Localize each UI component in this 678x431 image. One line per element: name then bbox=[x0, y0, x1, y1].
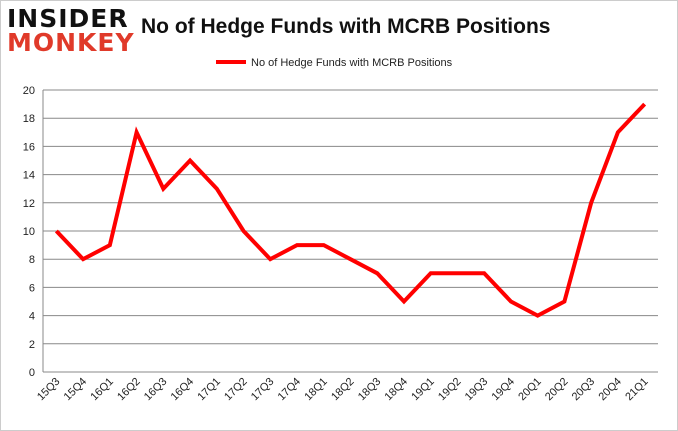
y-tick-label: 6 bbox=[29, 282, 35, 294]
chart-title: No of Hedge Funds with MCRB Positions bbox=[141, 15, 551, 38]
x-tick-label: 18Q1 bbox=[302, 376, 330, 404]
x-tick-label: 17Q4 bbox=[276, 376, 304, 404]
x-tick-label: 19Q2 bbox=[436, 376, 464, 404]
x-tick-label: 18Q4 bbox=[383, 376, 411, 404]
y-tick-label: 18 bbox=[23, 113, 35, 125]
insider-monkey-logo: INSIDER MONKEY bbox=[7, 4, 135, 57]
x-tick-label: 17Q1 bbox=[195, 376, 223, 404]
x-tick-label: 19Q1 bbox=[409, 376, 437, 404]
x-tick-label: 20Q4 bbox=[596, 376, 624, 404]
x-tick-label: 19Q3 bbox=[463, 376, 491, 404]
y-tick-label: 16 bbox=[23, 141, 35, 153]
y-tick-label: 0 bbox=[29, 367, 35, 379]
x-tick-label: 15Q3 bbox=[35, 376, 63, 404]
x-tick-label: 16Q4 bbox=[169, 376, 197, 404]
logo-line2: MONKEY bbox=[7, 28, 135, 57]
y-tick-label: 20 bbox=[23, 85, 35, 97]
x-tick-label: 20Q3 bbox=[570, 376, 598, 404]
x-tick-label: 16Q1 bbox=[88, 376, 116, 404]
x-tick-label: 18Q3 bbox=[356, 376, 384, 404]
y-tick-label: 10 bbox=[23, 226, 35, 238]
x-tick-label: 18Q2 bbox=[329, 376, 357, 404]
x-tick-label: 17Q2 bbox=[222, 376, 250, 404]
x-tick-label: 20Q1 bbox=[516, 376, 544, 404]
y-tick-label: 12 bbox=[23, 198, 35, 210]
x-tick-label: 16Q2 bbox=[115, 376, 143, 404]
x-tick-label: 19Q4 bbox=[490, 376, 518, 404]
x-tick-label: 16Q3 bbox=[142, 376, 170, 404]
logo-line1: INSIDER bbox=[7, 4, 129, 33]
x-tick-label: 17Q3 bbox=[249, 376, 277, 404]
series-line bbox=[54, 102, 647, 318]
x-tick-label: 15Q4 bbox=[62, 376, 90, 404]
y-tick-label: 8 bbox=[29, 254, 35, 266]
y-tick-label: 14 bbox=[23, 170, 35, 182]
x-tick-label: 20Q2 bbox=[543, 376, 571, 404]
legend-label: No of Hedge Funds with MCRB Positions bbox=[251, 57, 453, 69]
y-tick-label: 2 bbox=[29, 339, 35, 351]
x-tick-label: 21Q1 bbox=[623, 376, 651, 404]
y-tick-label: 4 bbox=[29, 311, 35, 323]
